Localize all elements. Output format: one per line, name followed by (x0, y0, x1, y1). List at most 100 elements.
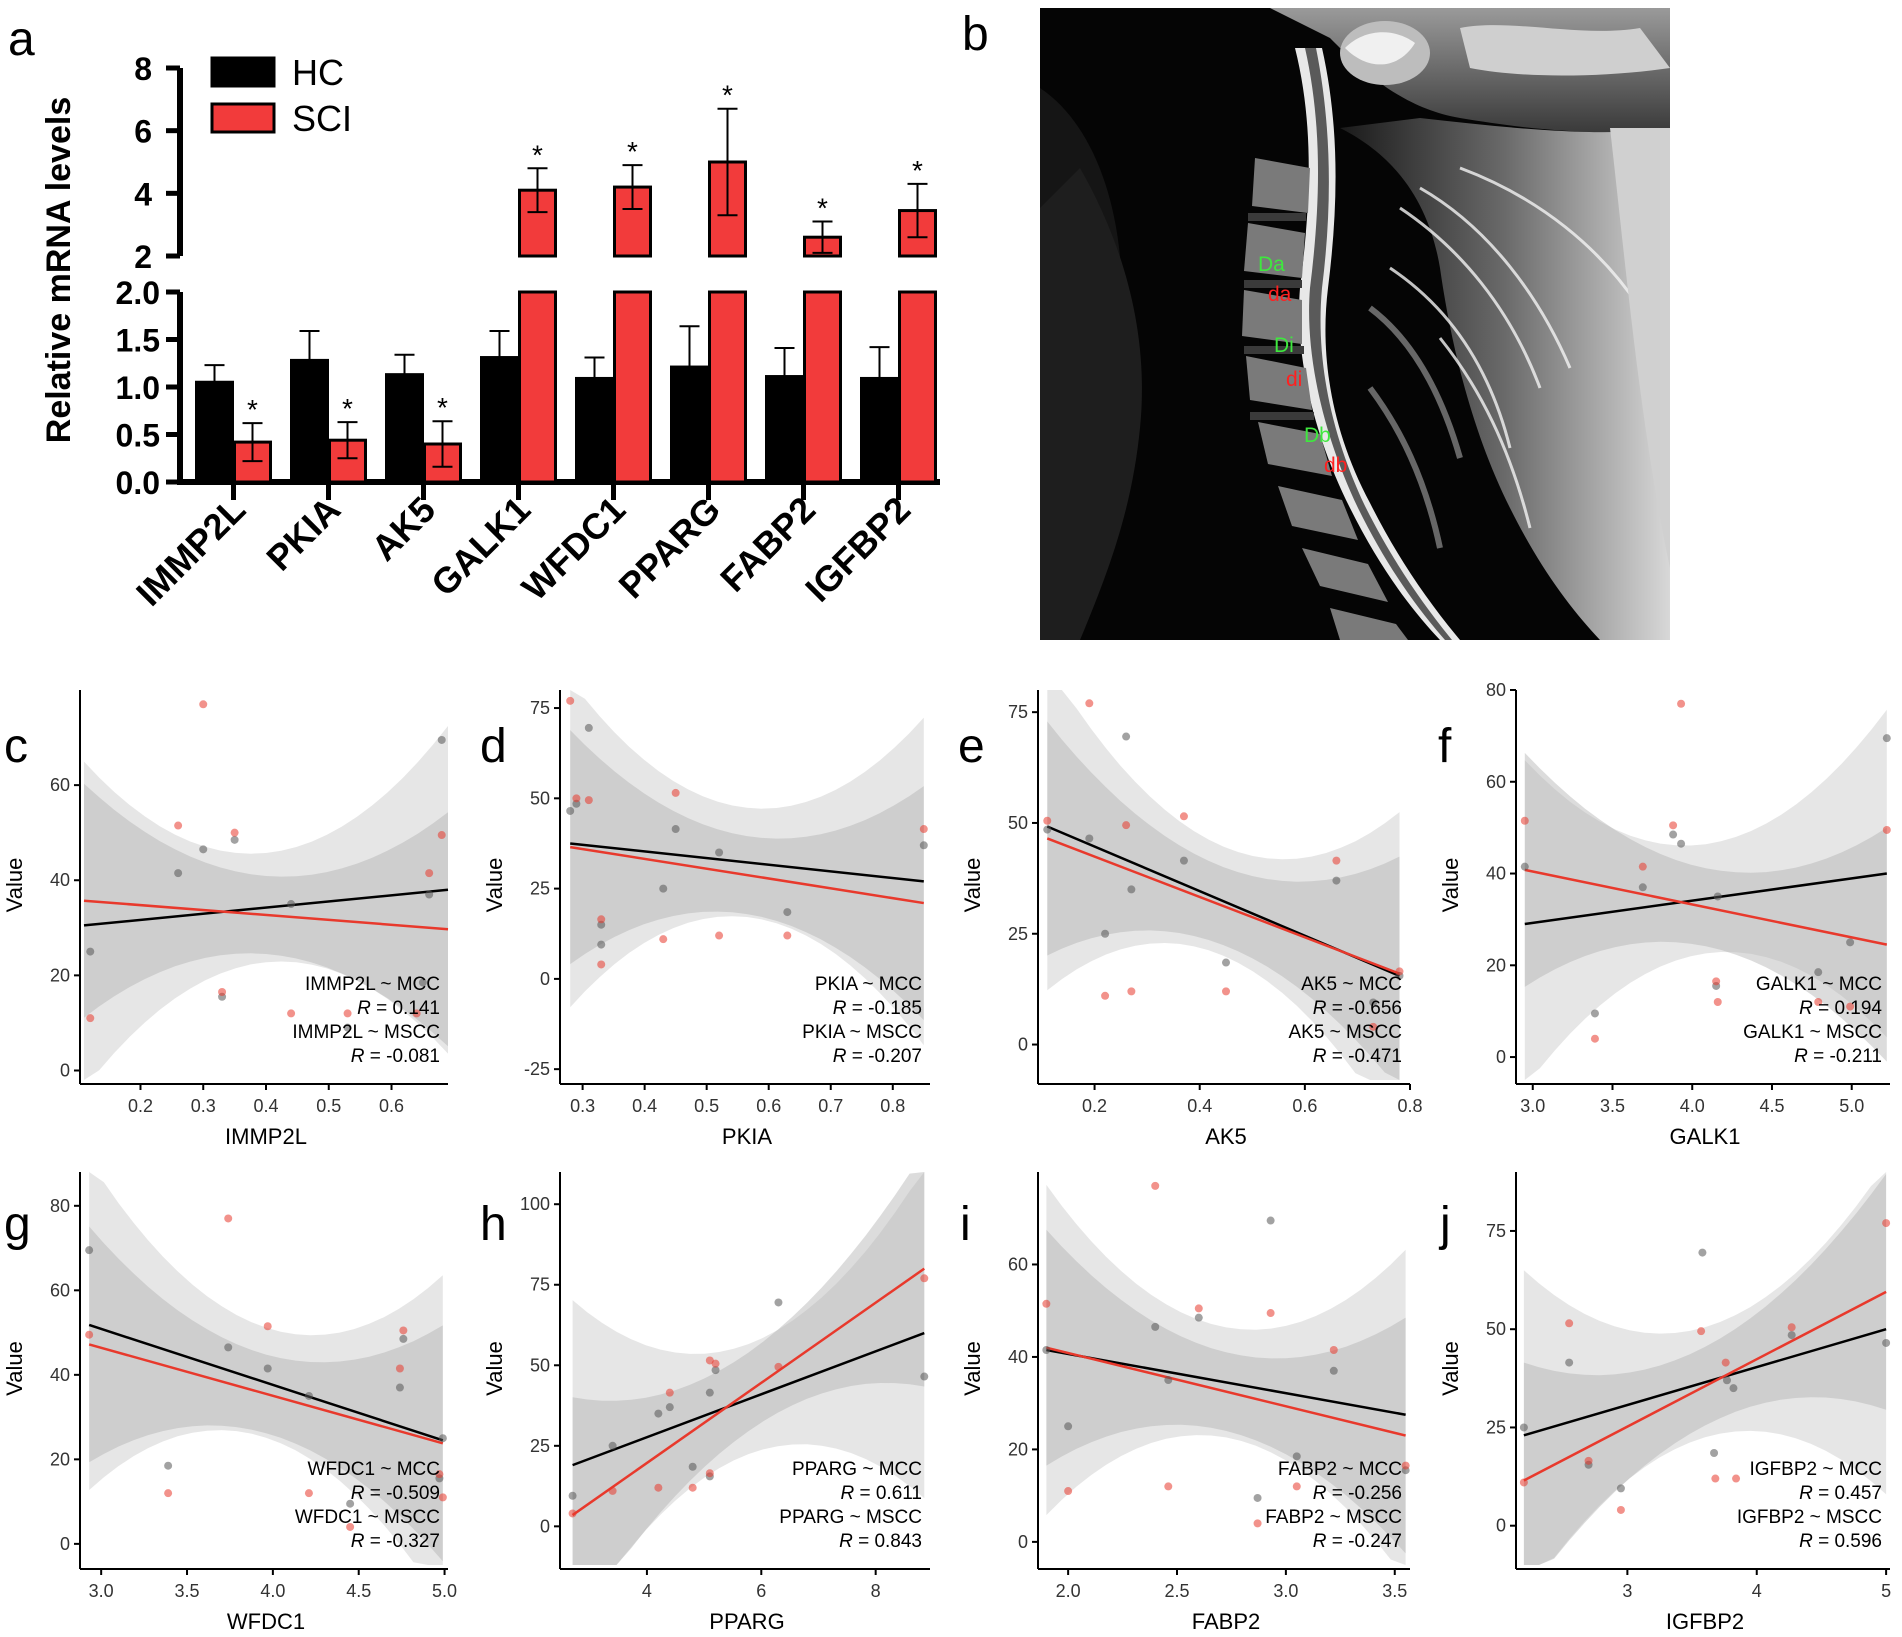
data-point-mscc (1711, 1474, 1720, 1483)
confidence-band-mscc (1523, 1174, 1887, 1565)
annotation-r: = -0.656 (1326, 998, 1402, 1019)
data-point-mscc (920, 1274, 929, 1283)
bar-sci-igfbp2-upper (898, 209, 937, 258)
x-tick-label: 5 (1881, 1581, 1891, 1601)
data-point-mcc (224, 1343, 233, 1352)
mri-image: Da da Di di Db db (1040, 8, 1670, 640)
data-point-mcc (1122, 732, 1131, 741)
data-point-mscc (1638, 862, 1647, 871)
data-point-mscc (395, 1364, 404, 1373)
y-tick-label: 100 (520, 1194, 550, 1214)
y-axis-title: Value (1438, 1341, 1463, 1396)
y-axis-title: Relative mRNA levels (40, 97, 78, 443)
x-tick-label: 3.0 (89, 1581, 114, 1601)
mri-label-Da: Da (1258, 253, 1285, 276)
y-tick-label: 20 (1008, 1439, 1028, 1459)
y-tick-label: 0 (1018, 1035, 1028, 1055)
data-point-mcc (1369, 998, 1378, 1007)
legend-label-hc: HC (292, 52, 344, 93)
x-tick-label: 2.0 (1056, 1581, 1081, 1601)
data-point-mscc (1846, 1002, 1855, 1011)
y-tick-label: 80 (50, 1196, 70, 1216)
panel-label-b: b (962, 8, 989, 61)
annotation-r: = -0.207 (846, 1046, 922, 1067)
x-tick-label: 3.0 (1520, 1096, 1545, 1116)
data-point-mcc (86, 947, 95, 956)
data-point-mscc (1101, 991, 1110, 1000)
annotation-r-symbol: R (1799, 998, 1813, 1019)
x-tick-label: 4 (642, 1581, 652, 1601)
data-point-mscc (1882, 825, 1891, 834)
data-point-mscc (715, 931, 724, 940)
data-point-mcc (1292, 1452, 1301, 1461)
y-tick-label: 60 (1486, 772, 1506, 792)
data-point-mcc (1164, 1376, 1173, 1385)
y-tick-label: 60 (50, 775, 70, 795)
data-point-mcc (1329, 1366, 1338, 1375)
significance-star: * (342, 393, 353, 424)
x-tick-label: 5.0 (1839, 1096, 1864, 1116)
significance-star: * (437, 392, 448, 423)
data-point-mscc (343, 1009, 352, 1018)
data-point-mscc (435, 1470, 444, 1479)
data-point-mcc (1713, 892, 1722, 901)
annotation-r-value: R = -0.185 (833, 998, 922, 1019)
fit-line-mscc (1524, 868, 1888, 946)
y-tick-label: 40 (1008, 1347, 1028, 1367)
significance-star: * (817, 193, 828, 224)
data-point-mscc (1369, 1022, 1378, 1031)
annotation-r-symbol: R (357, 998, 371, 1019)
fit-line-mscc (1046, 1346, 1406, 1437)
annotation-formula: GALK1 ~ MCC (1756, 974, 1882, 995)
annotation-r-symbol: R (1313, 1531, 1327, 1552)
x-tick-label: 6 (756, 1581, 766, 1601)
data-point-mcc (164, 1461, 173, 1470)
annotation-formula: WFDC1 ~ MSCC (295, 1507, 440, 1528)
annotation-formula: IGFBP2 ~ MSCC (1737, 1507, 1882, 1528)
data-point-mscc (1179, 812, 1188, 821)
data-point-mscc (659, 935, 668, 944)
annotation-formula: FABP2 ~ MCC (1278, 1459, 1402, 1480)
annotation-formula: WFDC1 ~ MCC (308, 1459, 440, 1480)
data-point-mcc (671, 825, 680, 834)
data-point-mscc (1882, 1219, 1891, 1228)
panel-d-scatter: d 0.3 0.4 0.5 0.6 0.7 0.8 -25 0 25 50 75 PKIA Value P… (480, 690, 930, 1149)
data-point-mscc (1590, 1034, 1599, 1043)
x-axis-title: WFDC1 (227, 1609, 305, 1634)
panel-label-f: f (1438, 720, 1452, 773)
data-point-mcc (1332, 876, 1341, 885)
data-point-mscc (608, 1486, 617, 1495)
y-tick-label: 75 (1486, 1221, 1506, 1241)
data-point-mcc (1722, 1376, 1731, 1385)
confidence-band-mcc (572, 1172, 925, 1565)
bar-sci-pparg-lower (708, 290, 747, 484)
data-point-mcc (230, 835, 239, 844)
data-point-mscc (671, 788, 680, 797)
data-point-mscc (1677, 699, 1686, 708)
y-tick-label: 0 (1496, 1516, 1506, 1536)
y-tick-label: 40 (50, 1365, 70, 1385)
data-point-mcc (1151, 1322, 1160, 1331)
data-point-mcc (608, 1441, 617, 1450)
data-point-mcc (437, 735, 446, 744)
data-point-mscc (597, 960, 606, 969)
annotation-formula: IGFBP2 ~ MCC (1750, 1459, 1883, 1480)
data-point-mscc (346, 1522, 355, 1531)
annotation-r-symbol: R (351, 1046, 365, 1067)
x-tick-label: 0.5 (316, 1096, 341, 1116)
y-tick-label: 0 (60, 1534, 70, 1554)
x-axis-title: IGFBP2 (1666, 1609, 1744, 1634)
y-axis-title: Value (1438, 858, 1463, 913)
panel-c-scatter: c 0.2 0.3 0.4 0.5 0.6 0 20 40 60 IMMP2L Value IMMP2… (2, 690, 449, 1149)
y-tick-label-upper: 8 (134, 51, 152, 87)
data-point-mcc (425, 890, 434, 899)
annotation-r-value: R = -0.471 (1313, 1046, 1402, 1067)
data-point-mscc (1787, 1323, 1796, 1332)
annotation-formula: PKIA ~ MSCC (802, 1022, 922, 1043)
y-tick-label: 50 (530, 788, 550, 808)
data-point-mscc (1519, 1478, 1528, 1487)
mri-label-da: da (1268, 283, 1292, 306)
data-point-mcc (418, 978, 427, 987)
data-point-mscc (1616, 1505, 1625, 1514)
